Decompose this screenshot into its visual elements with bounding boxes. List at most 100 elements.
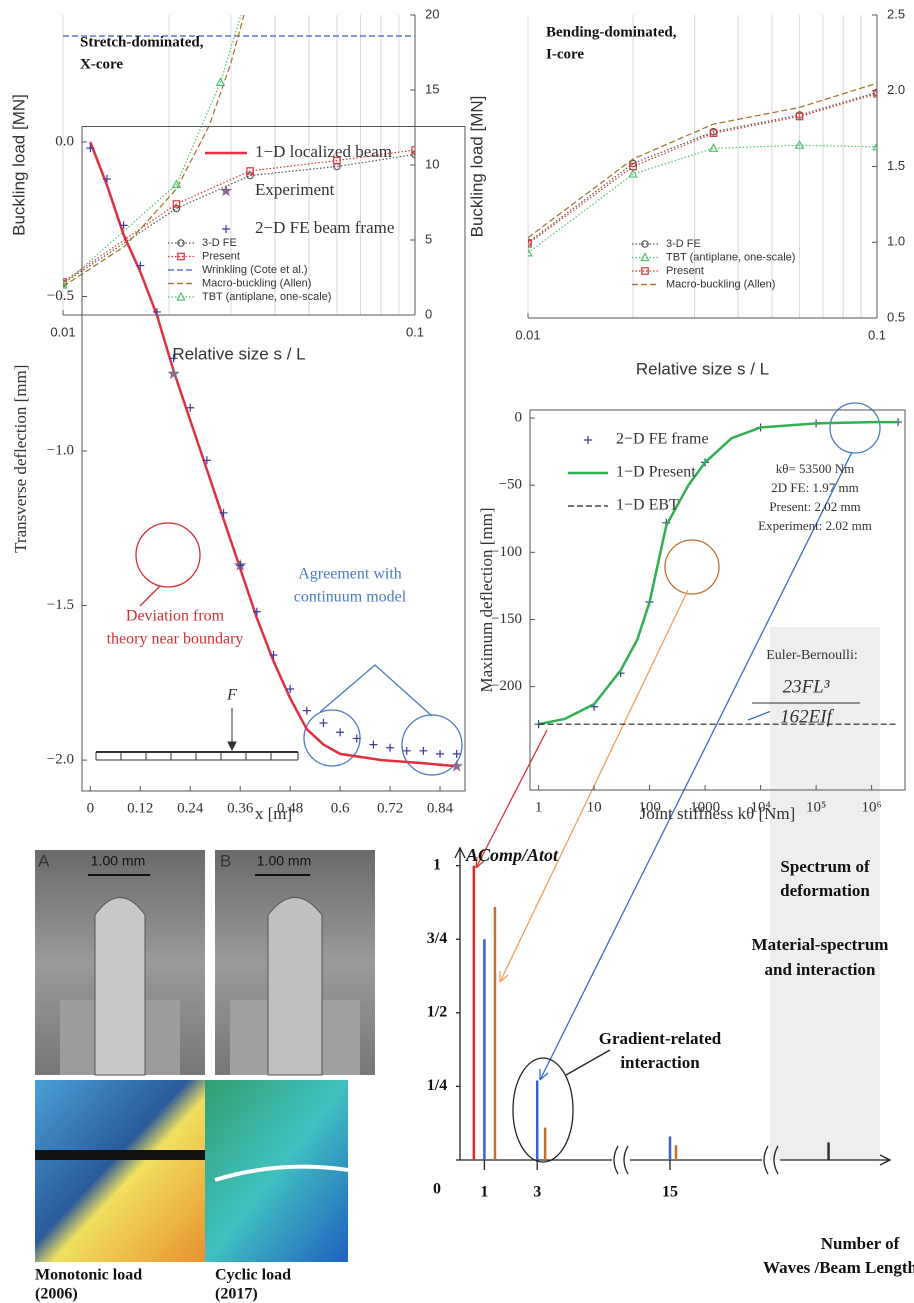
leader [319,664,433,717]
annotation: Deviation from [126,608,225,625]
series-line [528,91,877,243]
scale-label: 1.00 mm [257,853,311,869]
x-tick-label: 0.1 [868,327,886,342]
legend-label: Wrinkling (Cote et al.) [202,264,308,276]
marker [172,200,181,208]
legend-label: 1−D EBT [616,497,679,514]
note: 2D FE: 1.97 mm [771,480,858,495]
marker [152,307,161,316]
marker [319,719,328,728]
heatmap-b [205,1080,348,1262]
x-tick-label: 10⁶ [861,799,881,815]
legend-label: 1−D localized beam [255,142,392,161]
y-tick-label: −0.5 [47,288,74,304]
legend-label: Macro-buckling (Allen) [202,277,311,289]
region-label: and interaction [765,960,877,979]
x-tick-label: 10 [587,799,602,815]
force-head [227,741,237,752]
marker [286,685,295,694]
beam-schematic [95,708,299,761]
y-tick-label: 1/2 [427,1004,447,1021]
y-axis-label: Maximum deflection [mm] [477,507,496,692]
marker [186,403,195,412]
x-tick-label: 0.72 [377,800,403,816]
marker [202,456,211,465]
marker [219,508,228,517]
callout: interaction [620,1053,700,1072]
marker [252,607,261,616]
marker [102,175,111,184]
y-tick-label: 0.0 [55,133,74,149]
note: Present: 2.02 mm [769,499,860,514]
marker [629,162,637,171]
series-group [86,141,463,772]
marker [177,252,185,261]
marker [215,77,226,87]
x-tick-label: 15 [662,1184,678,1201]
marker [872,141,877,151]
panel-letter: B [220,851,231,870]
marker [795,112,804,121]
ellipse [512,1057,574,1163]
y-tick-label: −150 [491,611,522,627]
marker [640,252,650,262]
marker [246,171,254,180]
legend-label: 2−D FE frame [616,431,709,448]
y-axis-label: Buckling load [MN] [9,94,28,236]
series-group [528,82,877,257]
y-tick-label: 10 [425,156,439,171]
marker [452,749,461,758]
marker [708,143,719,152]
legend-label: Experiment [255,180,335,199]
axis-break [613,1145,629,1175]
y-tick-label: 1.0 [887,234,905,249]
marker [167,367,180,379]
caption: Monotonic load [35,1267,142,1284]
heatmap-a-crack [35,1150,205,1160]
x-tick-label: 1000 [690,799,720,815]
y-tick-label: 0.5 [887,309,905,324]
arrow [539,451,853,1081]
marker [411,150,415,159]
marker [336,728,345,737]
annotation: theory near boundary [107,631,244,648]
x-axis-label: Waves /Beam Length [763,1258,914,1277]
marker [584,436,592,444]
force-label: F [226,687,237,704]
legend-label: TBT (antiplane, one-scale) [202,291,331,303]
heatmap-b-crack [214,1164,349,1182]
heatmap-a [35,1080,205,1262]
series-line [528,144,877,254]
series-line [63,15,242,286]
x-tick-label: 0 [87,800,95,816]
y-tick-label: 3/4 [427,930,447,947]
marker [709,129,718,137]
series-line [63,15,245,288]
legend-label: Present [202,250,240,262]
y-tick-label: −1.5 [47,597,74,613]
series-line [538,420,899,726]
y-axis-arrow [454,846,466,859]
y-axis-label: Transverse deflection [mm] [11,365,30,553]
marker [450,759,463,772]
legend-label: 3-D FE [202,237,237,249]
x-tick-label: 1 [480,1184,488,1201]
leader [565,1049,611,1076]
x-axis-label: Number of [821,1234,900,1253]
annotation: Agreement with [298,566,402,583]
caption: Cyclic load [215,1267,291,1284]
x-tick-label: 0.48 [277,800,303,816]
caption: (2017) [215,1286,258,1303]
circle [401,714,463,776]
x-tick-label: 0.36 [227,800,254,816]
marker [269,651,278,660]
arrowhead [475,856,485,869]
region [770,627,880,1160]
marker [386,743,395,752]
photo-panels [35,850,375,1262]
x-axis-arrow [879,1154,892,1166]
marker [873,89,877,98]
formula-numerator: 23FL³ [783,676,830,697]
y-axis-label: Buckling load [MN] [467,96,486,238]
region-label: Material-spectrum [752,935,889,954]
